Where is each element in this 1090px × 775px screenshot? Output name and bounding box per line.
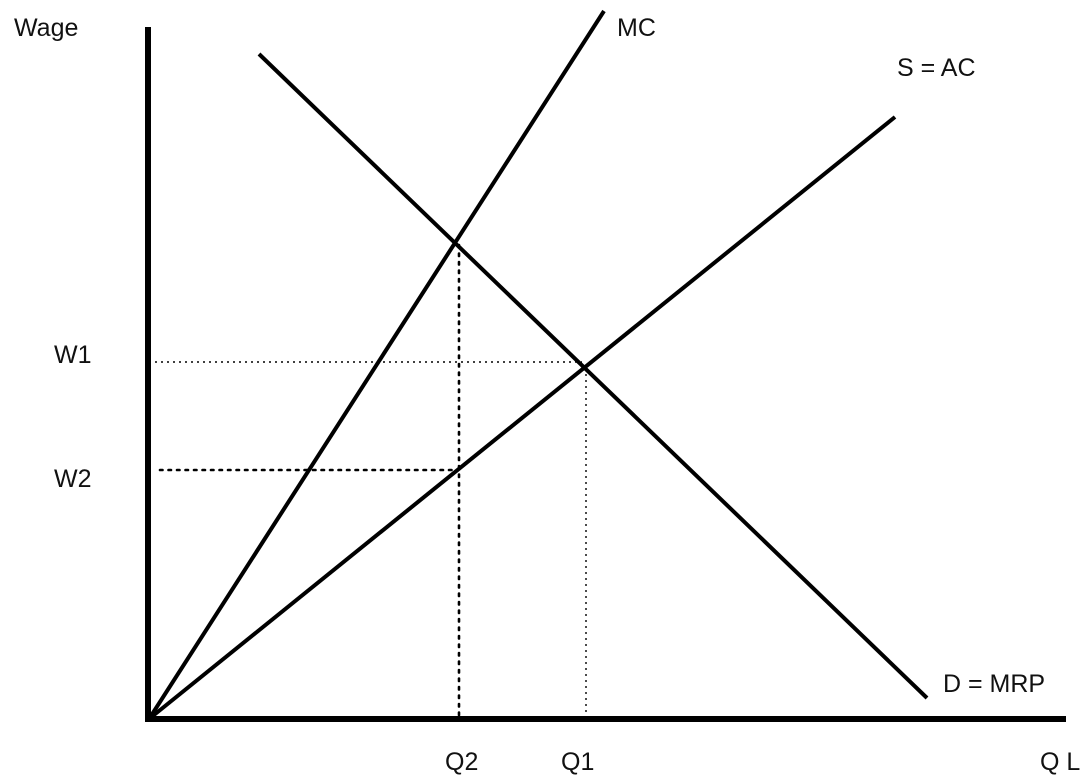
q2-label: Q2	[445, 748, 478, 775]
x-axis-label: Q L	[1040, 748, 1080, 775]
demand-curve	[257, 52, 929, 700]
supply-label: S = AC	[897, 54, 976, 82]
mc-curve	[147, 9, 606, 721]
w2-label: W2	[54, 465, 92, 493]
y-axis-label: Wage	[14, 14, 78, 42]
q1-label: Q1	[561, 748, 594, 775]
demand-label: D = MRP	[943, 670, 1045, 698]
supply-curve	[147, 115, 897, 721]
mc-label: MC	[617, 14, 656, 42]
w1-label: W1	[54, 341, 92, 369]
